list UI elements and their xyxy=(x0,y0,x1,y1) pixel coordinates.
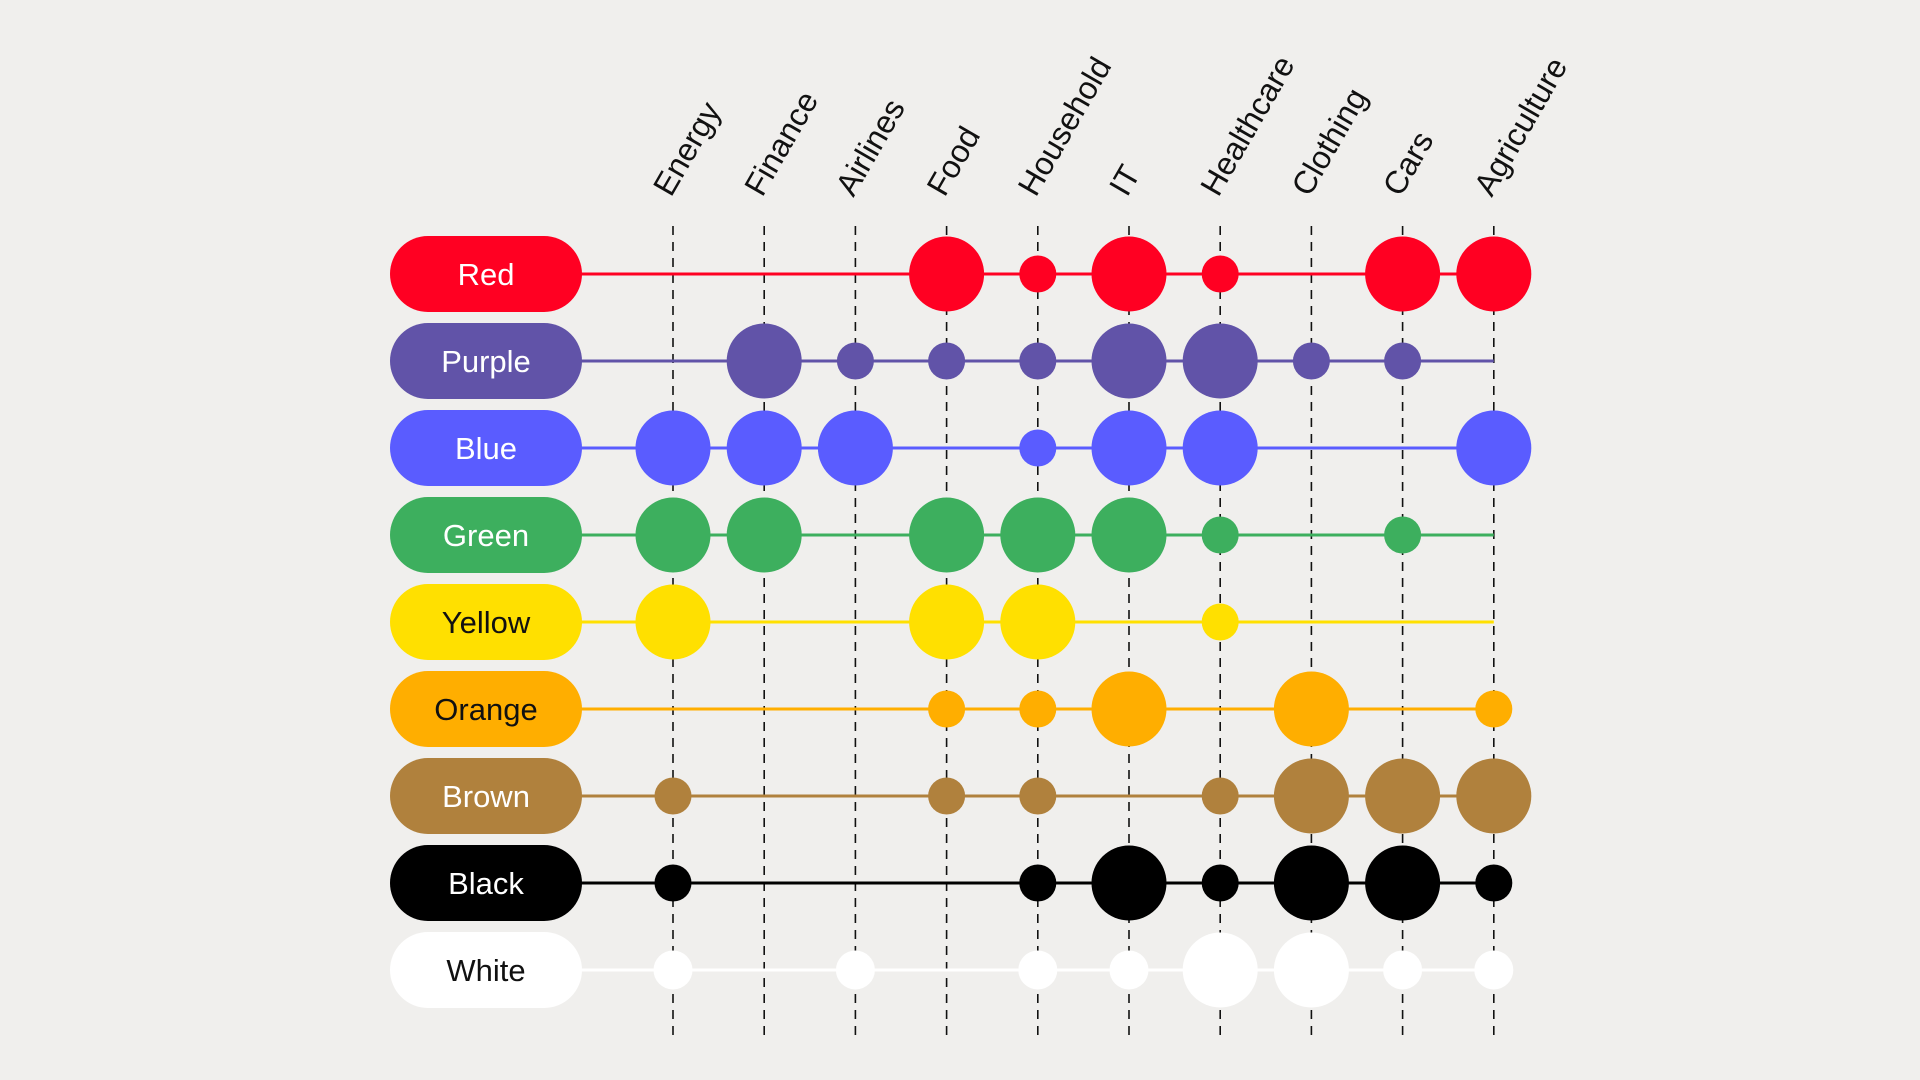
row-label-purple: Purple xyxy=(441,344,531,379)
dot-white-clothing xyxy=(1273,932,1349,1008)
dot-brown-food xyxy=(928,777,966,815)
dot-black-clothing xyxy=(1273,845,1349,921)
dot-black-energy xyxy=(654,864,692,902)
dot-purple-household xyxy=(1019,342,1057,380)
dot-brown-healthcare xyxy=(1201,777,1239,815)
dot-red-household xyxy=(1019,255,1057,293)
dot-orange-agriculture xyxy=(1475,690,1513,728)
row-pill-white xyxy=(390,932,582,1008)
dot-purple-airlines xyxy=(836,342,874,380)
dot-black-agriculture xyxy=(1475,864,1513,902)
dot-red-food xyxy=(909,236,985,312)
category-label-household: Household xyxy=(1011,51,1119,202)
dot-white-it xyxy=(1109,950,1149,990)
row-pill-yellow xyxy=(390,584,582,660)
dot-green-cars xyxy=(1384,516,1422,554)
row-brown: Brown xyxy=(390,758,1532,834)
dot-orange-clothing xyxy=(1273,671,1349,747)
dot-black-cars xyxy=(1365,845,1441,921)
row-label-yellow: Yellow xyxy=(442,605,531,640)
dot-white-household xyxy=(1018,950,1058,990)
color-rows: Red Purple Blue Green Yellow Orange Brown Black… xyxy=(390,236,1532,1008)
category-label-energy: Energy xyxy=(646,96,728,202)
category-label-food: Food xyxy=(919,120,987,201)
dot-yellow-food xyxy=(909,584,985,660)
category-label-clothing: Clothing xyxy=(1284,82,1374,202)
row-pill-orange xyxy=(390,671,582,747)
dot-green-healthcare xyxy=(1201,516,1239,554)
dot-green-energy xyxy=(635,497,711,573)
category-label-healthcare: Healthcare xyxy=(1193,49,1302,201)
dot-orange-household xyxy=(1019,690,1057,728)
dot-white-cars xyxy=(1383,950,1423,990)
row-pill-purple xyxy=(390,323,582,399)
dot-brown-household xyxy=(1019,777,1057,815)
row-pill-black xyxy=(390,845,582,921)
dot-blue-airlines xyxy=(817,410,893,486)
dot-white-healthcare xyxy=(1182,932,1258,1008)
dot-black-household xyxy=(1019,864,1057,902)
dot-brown-agriculture xyxy=(1456,758,1532,834)
dot-blue-energy xyxy=(635,410,711,486)
row-black: Black xyxy=(390,845,1513,921)
row-label-blue: Blue xyxy=(455,431,517,466)
dot-yellow-energy xyxy=(635,584,711,660)
dot-purple-clothing xyxy=(1292,342,1330,380)
dot-purple-finance xyxy=(726,323,802,399)
category-label-finance: Finance xyxy=(737,85,825,202)
dot-brown-energy xyxy=(654,777,692,815)
dot-blue-agriculture xyxy=(1456,410,1532,486)
dot-blue-it xyxy=(1091,410,1167,486)
dot-green-household xyxy=(1000,497,1076,573)
row-red: Red xyxy=(390,236,1532,312)
dot-red-agriculture xyxy=(1456,236,1532,312)
dot-purple-cars xyxy=(1384,342,1422,380)
row-label-brown: Brown xyxy=(442,779,530,814)
dot-yellow-healthcare xyxy=(1201,603,1239,641)
dot-black-it xyxy=(1091,845,1167,921)
row-pill-green xyxy=(390,497,582,573)
dot-blue-finance xyxy=(726,410,802,486)
row-label-orange: Orange xyxy=(434,692,537,727)
row-blue: Blue xyxy=(390,410,1532,486)
row-white: White xyxy=(390,932,1514,1008)
dot-purple-it xyxy=(1091,323,1167,399)
dot-white-airlines xyxy=(835,950,875,990)
dot-green-it xyxy=(1091,497,1167,573)
dot-blue-household xyxy=(1019,429,1057,467)
dot-green-food xyxy=(909,497,985,573)
dot-purple-food xyxy=(928,342,966,380)
dot-yellow-household xyxy=(1000,584,1076,660)
row-purple: Purple xyxy=(390,323,1494,399)
row-label-black: Black xyxy=(448,866,524,901)
dot-white-agriculture xyxy=(1474,950,1514,990)
dot-red-it xyxy=(1091,236,1167,312)
row-label-green: Green xyxy=(443,518,529,553)
category-label-agriculture: Agriculture xyxy=(1467,51,1575,201)
dot-orange-it xyxy=(1091,671,1167,747)
dot-green-finance xyxy=(726,497,802,573)
dot-black-healthcare xyxy=(1201,864,1239,902)
dot-purple-healthcare xyxy=(1182,323,1258,399)
dot-white-energy xyxy=(653,950,693,990)
row-pill-brown xyxy=(390,758,582,834)
row-pill-blue xyxy=(390,410,582,486)
dot-orange-food xyxy=(928,690,966,728)
dot-brown-clothing xyxy=(1273,758,1349,834)
category-label-airlines: Airlines xyxy=(828,93,912,202)
row-pill-red xyxy=(390,236,582,312)
dot-brown-cars xyxy=(1365,758,1441,834)
row-yellow: Yellow xyxy=(390,584,1494,660)
row-green: Green xyxy=(390,497,1494,573)
dot-red-healthcare xyxy=(1201,255,1239,293)
category-label-cars: Cars xyxy=(1375,125,1440,202)
row-label-white: White xyxy=(446,953,525,988)
row-orange: Orange xyxy=(390,671,1513,747)
dot-blue-healthcare xyxy=(1182,410,1258,486)
dot-red-cars xyxy=(1365,236,1441,312)
category-label-it: IT xyxy=(1102,159,1147,202)
row-label-red: Red xyxy=(458,257,515,292)
